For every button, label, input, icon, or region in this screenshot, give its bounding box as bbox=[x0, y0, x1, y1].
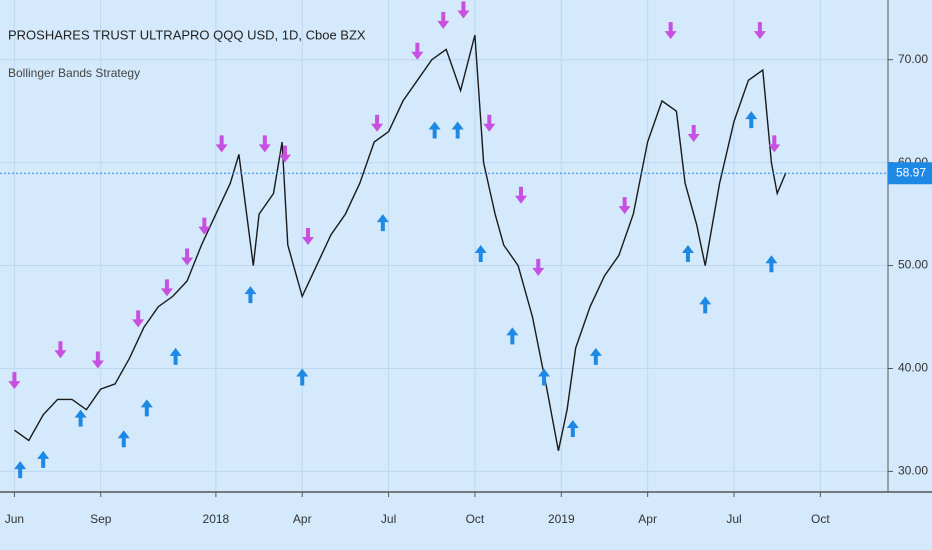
sell-arrow bbox=[198, 217, 211, 235]
plot bbox=[8, 1, 787, 479]
chart-title: PROSHARES TRUST ULTRAPRO QQQ USD, 1D, Cb… bbox=[8, 27, 366, 42]
chart-subtitle: Bollinger Bands Strategy bbox=[8, 66, 140, 80]
y-tick-label: 70.00 bbox=[898, 52, 928, 66]
buy-arrow bbox=[117, 430, 130, 448]
sell-arrow bbox=[371, 114, 384, 132]
sell-arrow bbox=[215, 135, 228, 153]
x-tick-label: Apr bbox=[293, 512, 312, 526]
sell-arrow bbox=[411, 42, 424, 60]
buy-arrow bbox=[74, 409, 87, 427]
buy-arrow bbox=[37, 450, 50, 468]
buy-arrow bbox=[589, 347, 602, 365]
buy-arrow bbox=[566, 419, 579, 437]
x-tick-label: Jul bbox=[381, 512, 396, 526]
buy-arrow bbox=[745, 111, 758, 129]
last-price-box bbox=[888, 162, 932, 185]
buy-arrow bbox=[474, 244, 487, 262]
sell-arrow bbox=[457, 1, 470, 19]
buy-arrow bbox=[14, 461, 27, 479]
sell-arrow bbox=[132, 310, 145, 328]
buy-arrow bbox=[765, 255, 778, 273]
buy-arrow bbox=[699, 296, 712, 314]
x-tick-label: Sep bbox=[90, 512, 112, 526]
buy-arrow bbox=[244, 286, 257, 304]
buy-arrow bbox=[506, 327, 519, 345]
buy-arrow bbox=[451, 121, 464, 139]
last-price-label: 58.97 bbox=[896, 165, 926, 179]
x-tick-label: Oct bbox=[466, 512, 485, 526]
sell-arrow bbox=[768, 135, 781, 153]
buy-arrow bbox=[376, 214, 389, 232]
buy-arrow bbox=[428, 121, 441, 139]
x-tick-label: Jul bbox=[726, 512, 741, 526]
sell-arrow bbox=[532, 258, 545, 276]
x-tick-label: 2018 bbox=[203, 512, 230, 526]
x-tick-label: Jun bbox=[5, 512, 24, 526]
x-tick-label: Oct bbox=[811, 512, 830, 526]
sell-arrow bbox=[181, 248, 194, 266]
sell-arrow bbox=[91, 351, 104, 369]
x-tick-label: Apr bbox=[638, 512, 657, 526]
buy-arrow bbox=[140, 399, 153, 417]
price-line bbox=[13, 34, 787, 451]
y-tick-label: 30.00 bbox=[898, 464, 928, 478]
sell-arrow bbox=[618, 197, 631, 215]
sell-arrow bbox=[753, 22, 766, 40]
buy-arrow bbox=[681, 244, 694, 262]
sell-arrow bbox=[301, 227, 314, 245]
y-tick-label: 50.00 bbox=[898, 258, 928, 272]
y-tick-label: 40.00 bbox=[898, 361, 928, 375]
buy-arrow bbox=[169, 347, 182, 365]
buy-arrow bbox=[538, 368, 551, 386]
sell-arrow bbox=[160, 279, 173, 297]
sell-arrow bbox=[437, 11, 450, 29]
sell-arrow bbox=[514, 186, 527, 204]
sell-arrow bbox=[687, 125, 700, 143]
sell-arrow bbox=[258, 135, 271, 153]
sell-arrow bbox=[8, 372, 21, 390]
sell-arrow bbox=[54, 341, 67, 359]
sell-arrow bbox=[278, 145, 291, 163]
x-tick-label: 2019 bbox=[548, 512, 575, 526]
buy-arrow bbox=[296, 368, 309, 386]
grid bbox=[0, 0, 888, 492]
sell-arrow bbox=[664, 22, 677, 40]
sell-arrow bbox=[483, 114, 496, 132]
